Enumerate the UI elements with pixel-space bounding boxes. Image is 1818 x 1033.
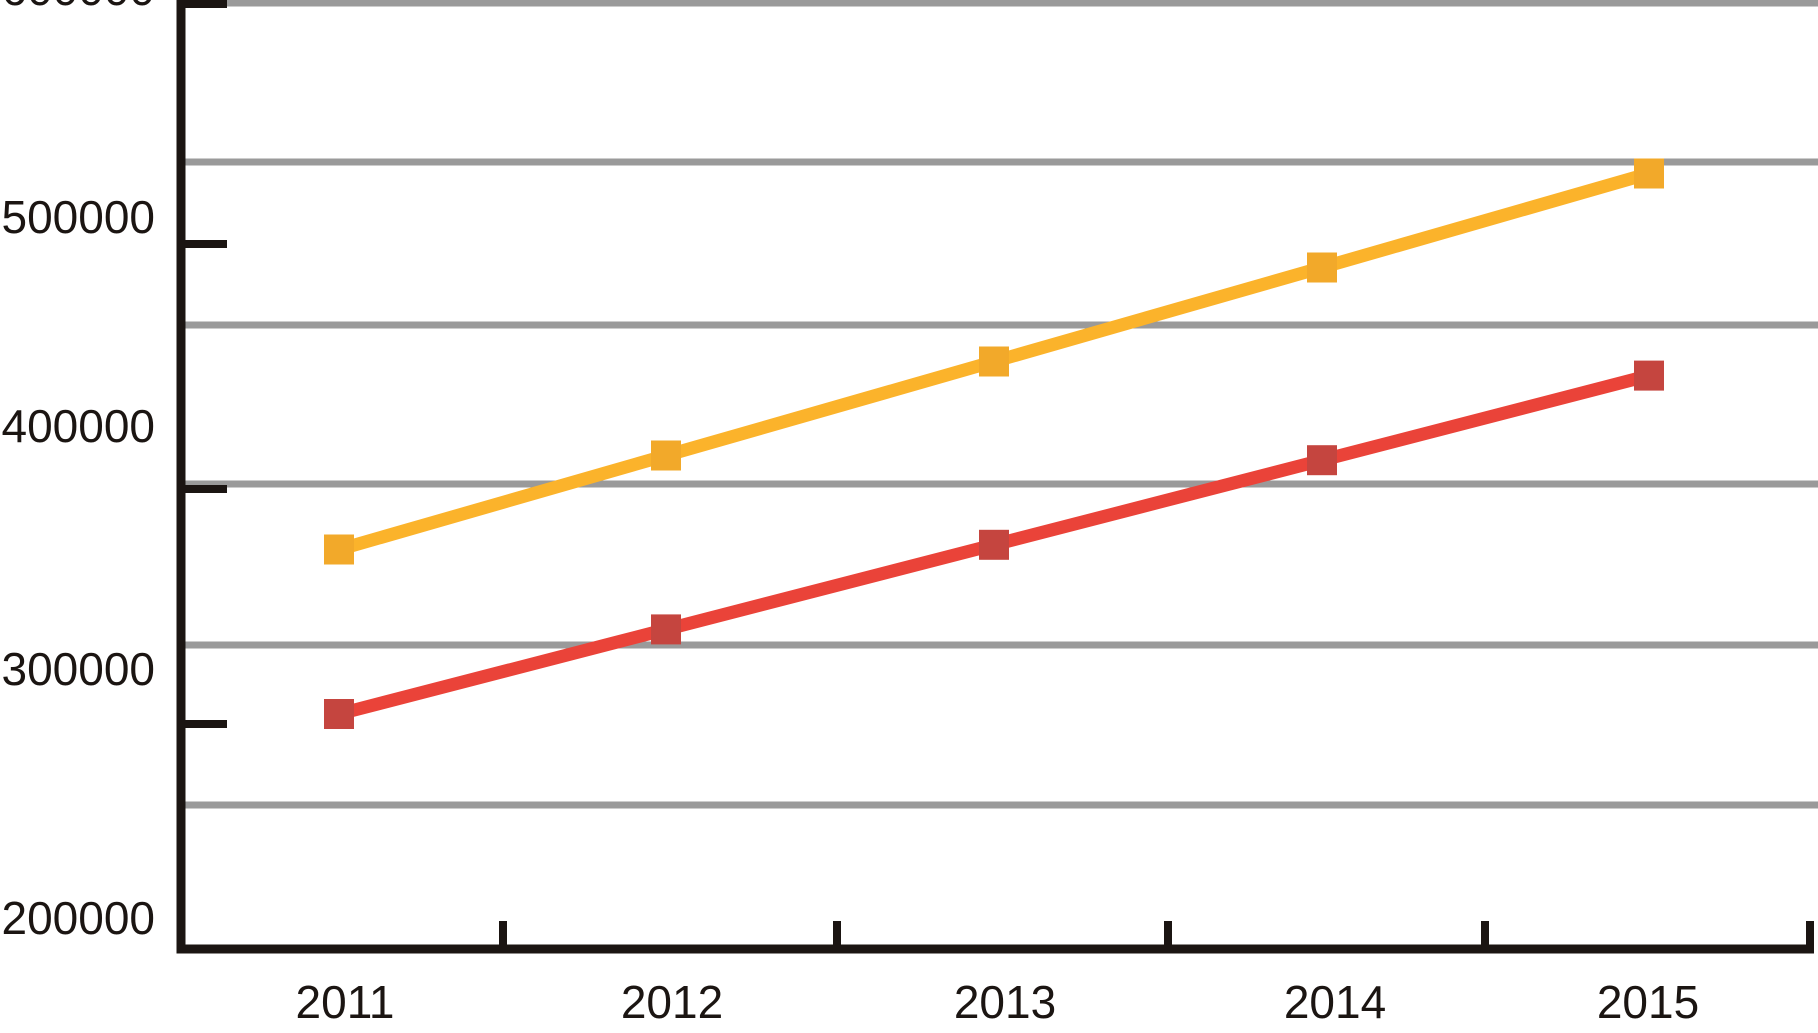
gridlines bbox=[177, 0, 1818, 809]
y-axis-label-clipped: 600000 bbox=[2, 0, 156, 15]
y-axis-label: 500000 bbox=[2, 191, 156, 243]
x-axis-label: 2014 bbox=[1284, 976, 1386, 1028]
upper-yellow-series-marker bbox=[1634, 158, 1664, 189]
y-axis-labels: 500000 400000 300000 200000 600000 bbox=[2, 0, 156, 944]
y-axis-ticks bbox=[177, 0, 227, 728]
y-axis-label: 400000 bbox=[2, 400, 156, 452]
lower-red-series-marker bbox=[324, 699, 354, 729]
lower-red-series-marker bbox=[1634, 360, 1664, 391]
x-axis-label: 2011 bbox=[296, 976, 395, 1028]
upper-yellow-series-marker bbox=[1307, 252, 1337, 283]
upper-yellow-series-marker bbox=[324, 534, 354, 565]
x-axis-label: 2015 bbox=[1597, 976, 1699, 1028]
y-axis-label: 300000 bbox=[2, 643, 156, 695]
lower-red-series-marker bbox=[1307, 445, 1337, 476]
lower-red-series-marker bbox=[651, 614, 681, 645]
x-axis-label: 2012 bbox=[621, 976, 723, 1028]
x-axis-ticks bbox=[499, 921, 1814, 949]
x-axis-label: 2013 bbox=[954, 976, 1056, 1028]
lower-red-series-marker bbox=[979, 529, 1009, 560]
axes bbox=[176, 0, 1814, 954]
y-axis-label: 200000 bbox=[2, 892, 156, 944]
upper-yellow-series-marker bbox=[651, 440, 681, 471]
upper-yellow-series-marker bbox=[979, 346, 1009, 377]
x-axis-labels: 2011 2012 2013 2014 2015 bbox=[296, 976, 1700, 1028]
data-series bbox=[324, 158, 1664, 729]
